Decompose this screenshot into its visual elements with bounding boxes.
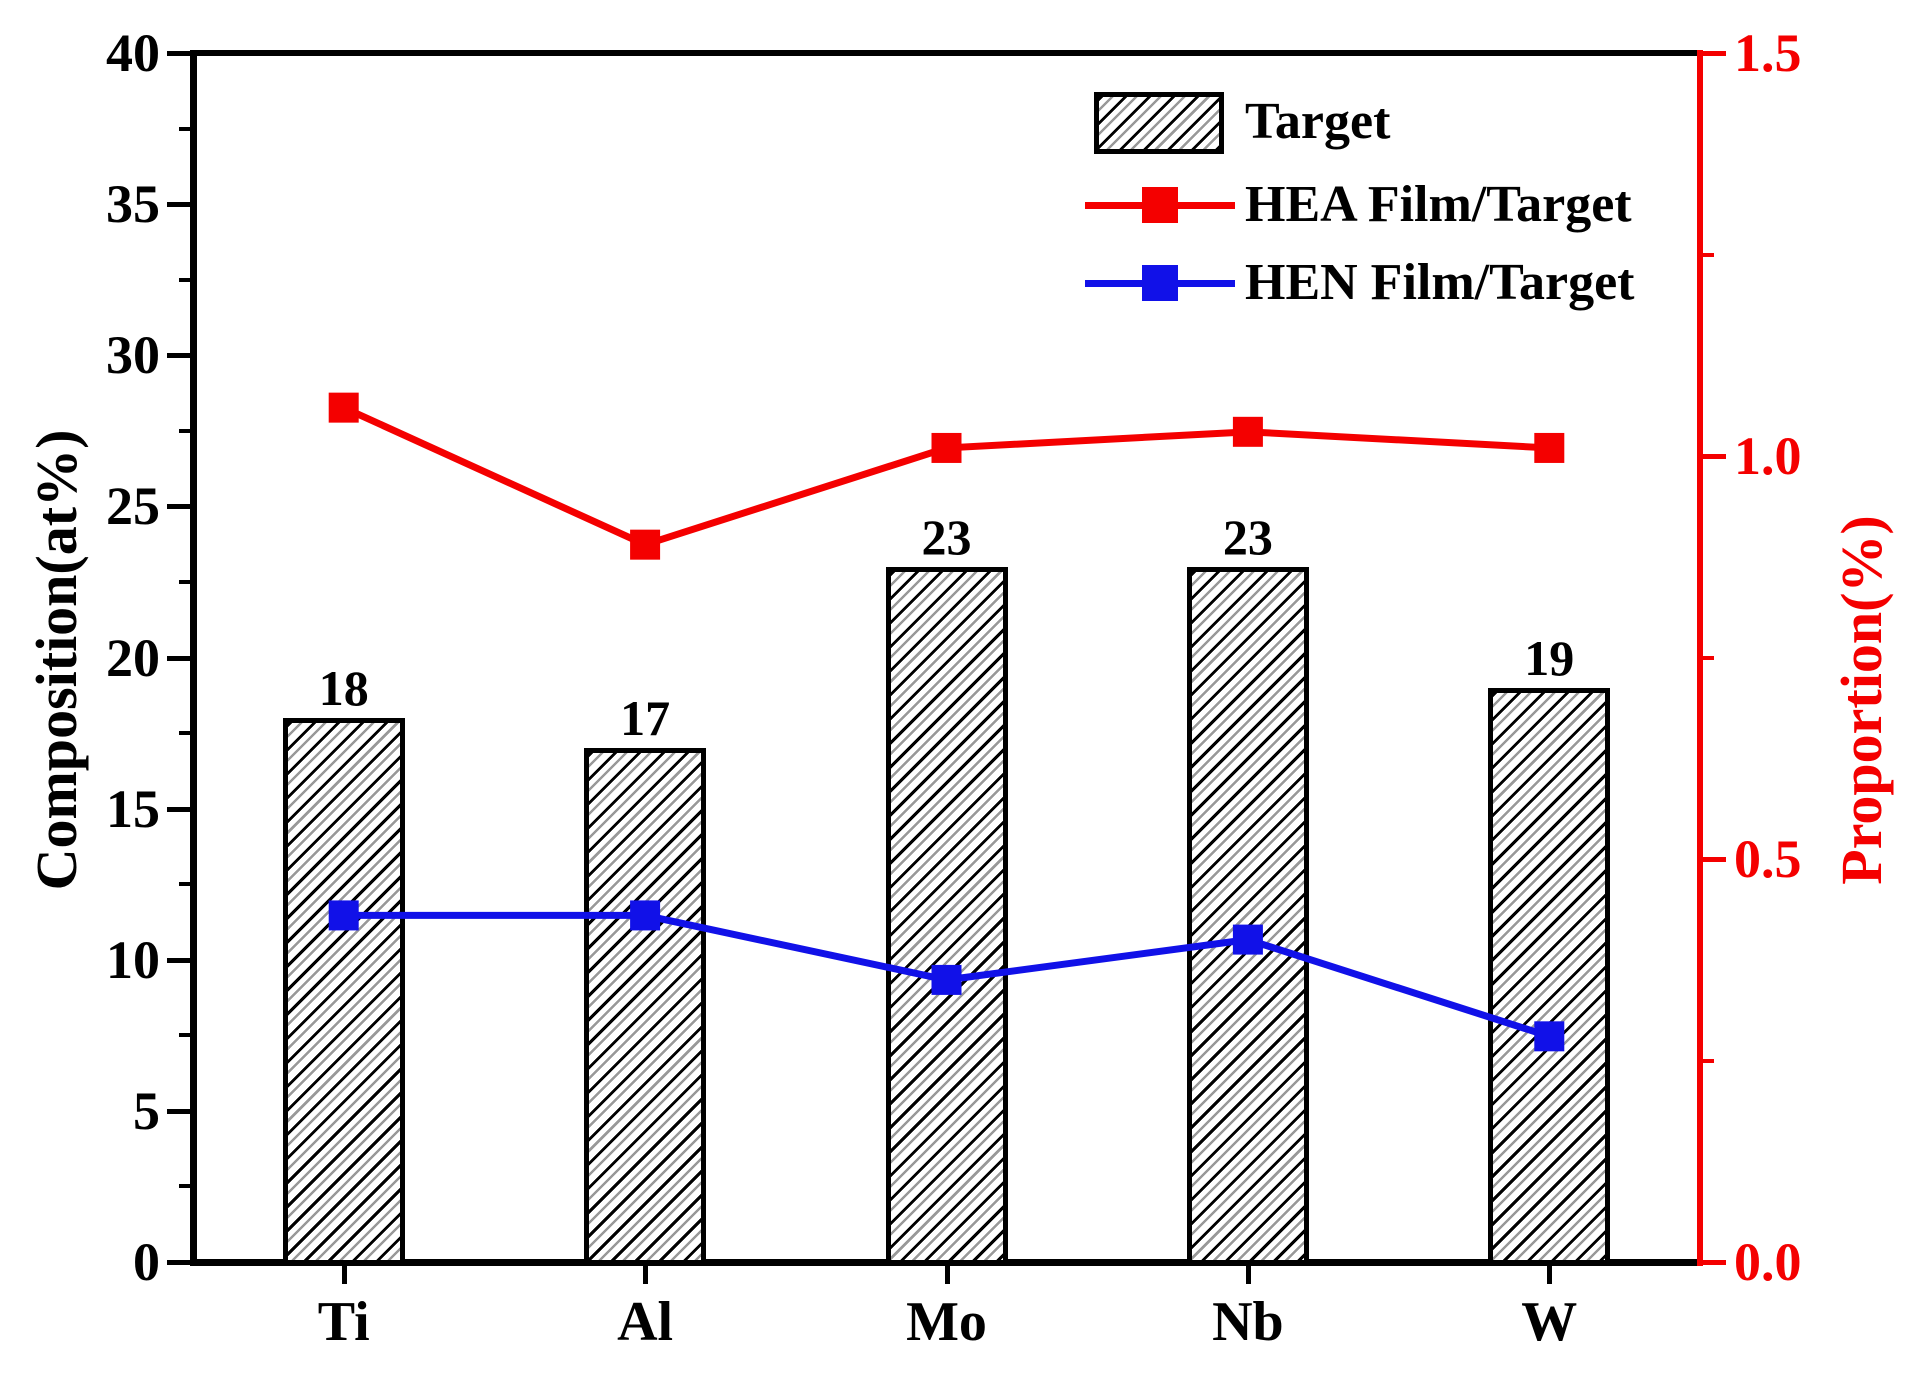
left-minor-tick [179,1184,193,1189]
left-tick-label-40: 40 [106,23,160,83]
left-tick-label-5: 5 [133,1080,160,1141]
bar-value-label-Ti: 18 [318,659,369,716]
marker-square-Al [630,900,661,931]
right-tick-label-1.5: 1.5 [1734,23,1802,83]
target-bar-Al [584,748,707,1265]
left-minor-tick [179,1033,193,1038]
marker-square-Nb [1232,416,1263,447]
left-major-tick-5 [167,1108,193,1114]
left-tick-label-20: 20 [106,627,160,688]
left-tick-label-35: 35 [106,174,160,235]
x-tick-W [1547,1262,1553,1284]
right-axis-title: Proportion(%) [1829,515,1894,885]
left-major-tick-20 [167,655,193,661]
marker-square-Mo [931,964,962,995]
right-major-tick-0.5 [1700,857,1726,862]
legend-label-hen: HEN Film/Target [1245,254,1635,311]
marker-square-Mo [931,432,962,463]
marker-square-Ti [328,392,359,423]
x-category-label-Al: Al [617,1291,674,1353]
legend-label-hea: HEA Film/Target [1245,176,1632,233]
x-category-label-W: W [1521,1291,1578,1353]
left-y-axis-line [190,50,197,1266]
x-category-label-Mo: Mo [906,1291,987,1353]
left-minor-tick [179,731,193,736]
marker-square-Al [630,529,661,560]
right-major-tick-0.0 [1700,1260,1726,1265]
legend-marker-hea-square [1142,187,1178,223]
bar-value-label-W: 19 [1524,629,1575,686]
bar-value-label-Mo: 23 [921,508,972,565]
right-minor-tick [1700,1058,1714,1063]
left-tick-label-30: 30 [106,325,160,386]
right-minor-tick [1700,252,1714,257]
left-major-tick-25 [167,504,193,510]
legend-label-target: Target [1245,93,1391,150]
target-bar-Nb [1186,566,1309,1265]
left-minor-tick [179,428,193,433]
x-tick-Ti [341,1262,347,1284]
bar-value-label-Al: 17 [620,690,671,747]
left-major-tick-15 [167,806,193,812]
left-minor-tick [179,579,193,584]
legend-marker-hen-square [1142,265,1178,301]
right-minor-tick [1700,655,1714,660]
left-major-tick-30 [167,353,193,359]
left-major-tick-40 [167,51,193,56]
target-bar-Mo [885,566,1008,1265]
x-tick-Nb [1245,1262,1251,1284]
left-tick-label-0: 0 [133,1232,160,1292]
left-major-tick-35 [167,202,193,208]
left-minor-tick [179,126,193,131]
legend-swatch-target-bar [1094,92,1224,154]
marker-square-Ti [328,900,359,931]
right-tick-label-1.0: 1.0 [1734,426,1802,486]
left-major-tick-0 [167,1260,193,1265]
x-category-label-Nb: Nb [1212,1291,1284,1353]
marker-square-W [1534,1021,1565,1052]
x-category-label-Ti: Ti [317,1291,370,1353]
x-tick-Al [643,1262,649,1284]
left-tick-label-25: 25 [106,476,160,537]
target-bar-W [1488,687,1611,1265]
marker-square-Nb [1232,924,1263,955]
x-tick-Mo [944,1262,950,1284]
left-minor-tick [179,882,193,887]
right-tick-label-0.5: 0.5 [1734,829,1802,889]
right-tick-label-0.0: 0.0 [1734,1232,1802,1292]
right-major-tick-1.0 [1700,454,1726,459]
left-major-tick-10 [167,957,193,963]
left-tick-label-10: 10 [106,929,160,990]
left-minor-tick [179,277,193,282]
marker-square-W [1534,432,1565,463]
plot-top-border [190,50,1703,56]
bar-value-label-Nb: 23 [1222,508,1273,565]
right-major-tick-1.5 [1700,51,1726,56]
left-tick-label-15: 15 [106,778,160,839]
target-bar-Ti [282,717,405,1265]
